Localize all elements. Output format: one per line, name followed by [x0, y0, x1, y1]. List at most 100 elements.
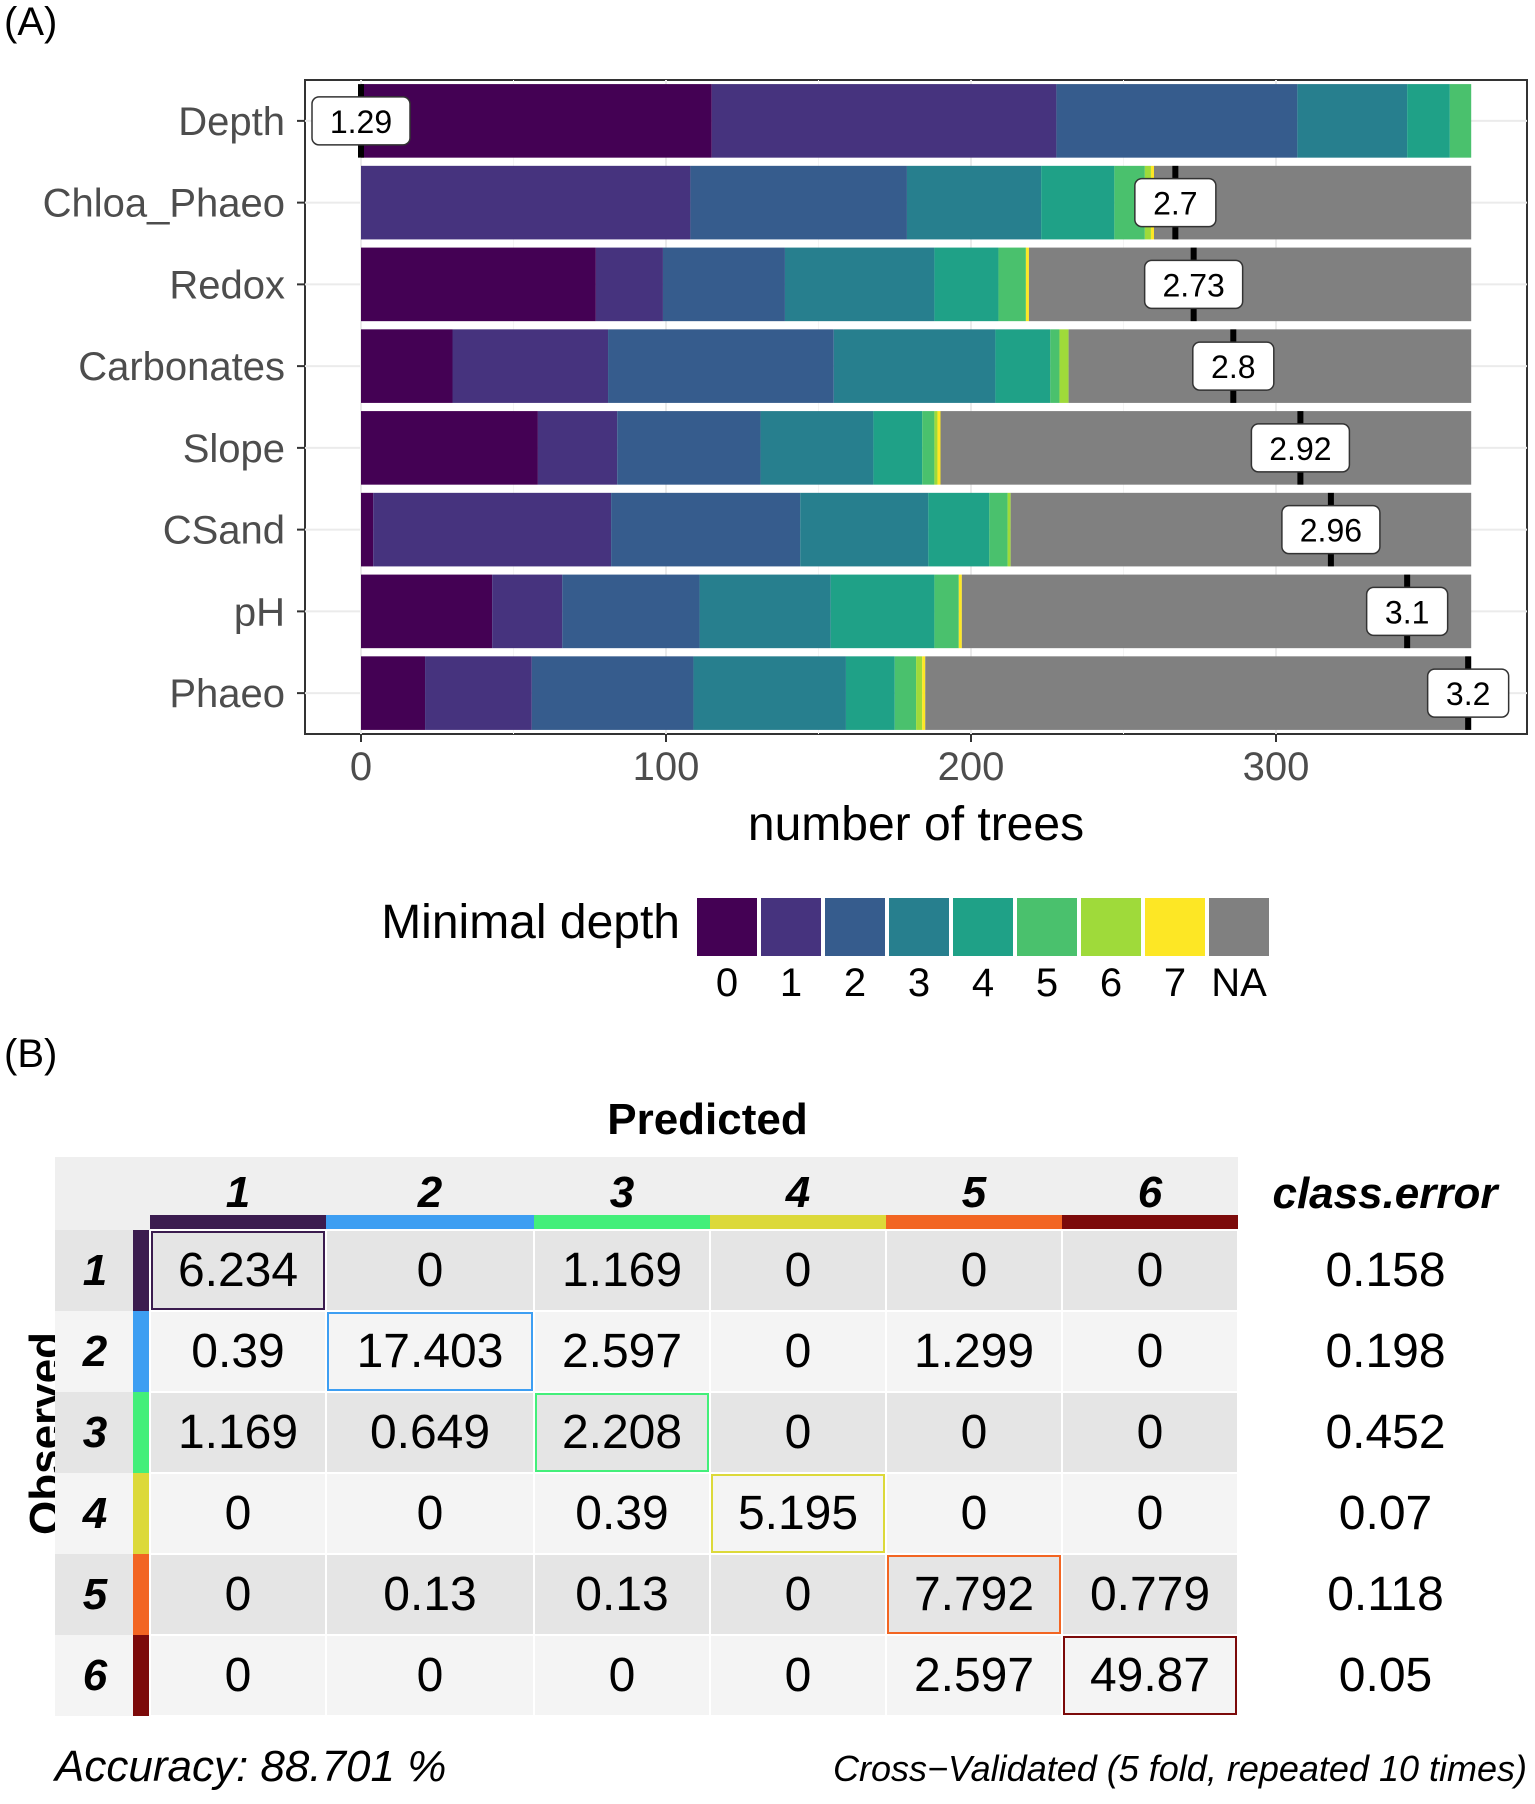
predicted-class-header: 2 — [326, 1157, 534, 1230]
bar-segment-depth-depth-2 — [1056, 84, 1298, 158]
mean-depth-label: 2.8 — [1211, 349, 1255, 385]
class-error-cell: 0.198 — [1238, 1311, 1532, 1392]
predicted-class-header: 6 — [1062, 1157, 1238, 1230]
bar-segment-redox-depth-5 — [998, 247, 1026, 322]
mean-depth-label-box — [1250, 423, 1351, 473]
legend-key-label: 4 — [972, 961, 994, 1005]
bar-segment-carbonates-depth-0 — [361, 329, 453, 403]
matrix-cell: 0 — [1061, 1472, 1239, 1555]
matrix-cell: 0 — [325, 1634, 535, 1717]
predicted-class-label: 1 — [225, 1168, 251, 1217]
predicted-class-color-bar — [150, 1215, 326, 1229]
y-tick-label: Slope — [183, 427, 285, 471]
matrix-cell: 0 — [149, 1472, 327, 1555]
mean-depth-label-box — [1143, 259, 1244, 310]
bar-segment-redox-depth-3 — [784, 247, 935, 322]
predicted-class-label: 6 — [1137, 1168, 1163, 1217]
bar-segment-phaeo-depth-3 — [693, 656, 846, 730]
matrix-cell: 0 — [885, 1229, 1063, 1312]
legend-key-label: 0 — [716, 961, 738, 1005]
legend-key-swatch — [825, 898, 885, 956]
matrix-cell: 0 — [1061, 1391, 1239, 1474]
matrix-cell: 2.597 — [885, 1634, 1063, 1717]
bar-segment-csand-depth-0 — [361, 492, 374, 567]
bar-segment-depth-depth-1 — [711, 84, 1057, 158]
bar-segment-phaeo-depth-4 — [845, 656, 895, 730]
bar-segment-phaeo-depth-1 — [425, 656, 532, 730]
predicted-class-label: 4 — [785, 1168, 811, 1217]
predicted-class-color-bar — [710, 1215, 886, 1229]
matrix-cell: 0 — [325, 1229, 535, 1312]
y-tick-label: Redox — [169, 263, 285, 307]
matrix-cell: 0.779 — [1061, 1553, 1239, 1636]
matrix-cell: 0 — [709, 1310, 887, 1393]
matrix-cell-diagonal: 6.234 — [149, 1229, 327, 1312]
legend-key-swatch — [1017, 898, 1077, 956]
legend-key-label: 7 — [1164, 961, 1186, 1005]
mean-depth-label: 1.29 — [330, 104, 392, 140]
x-axis-title: number of trees — [748, 798, 1084, 851]
observed-class-label: 2 — [82, 1326, 108, 1376]
x-tick-label: 300 — [1243, 745, 1310, 789]
bar-segment-ph-depth-2 — [562, 574, 700, 649]
matrix-cell: 0 — [709, 1553, 887, 1636]
bar-segment-slope-depth-7 — [937, 411, 941, 485]
bar-segment-ph-depth-1 — [492, 574, 563, 649]
observed-class-label: 3 — [82, 1407, 108, 1457]
bar-segment-phaeo-depth-5 — [894, 656, 917, 730]
bar-segment-depth-depth-5 — [1449, 84, 1472, 158]
matrix-row: 3 1.169 0.649 2.208 0 0 0 0.452 — [55, 1391, 1532, 1474]
bar-segment-ph-depth-7 — [958, 574, 962, 649]
bar-segment-slope-depth-2 — [617, 411, 761, 485]
matrix-cell-diagonal: 17.403 — [325, 1310, 535, 1393]
matrix-row: 5 0 0.13 0.13 0 7.792 0.779 0.118 — [55, 1553, 1532, 1636]
matrix-cell: 0.649 — [325, 1391, 535, 1474]
bar-segment-chloa-phaeo-depth-1 — [361, 165, 691, 240]
minimal-depth-chart: Depth Chloa_Phaeo Redox Carbonates Slope CSan… — [43, 79, 1528, 1005]
bar-segment-depth-depth-0 — [361, 84, 712, 158]
legend-title: Minimal depth — [381, 896, 680, 949]
class-error-cell: 0.05 — [1238, 1635, 1532, 1716]
bar-segment-csand-depth-4 — [928, 492, 990, 567]
mean-depth-label: 2.73 — [1163, 267, 1225, 303]
observed-class-label: 6 — [82, 1650, 108, 1700]
mean-depth-label: 3.2 — [1446, 676, 1490, 712]
bar-segment-slope-depth-3 — [760, 411, 874, 485]
bar-segment-redox-depth-7 — [1025, 247, 1029, 322]
bar-segment-csand-depth-3 — [800, 492, 929, 567]
mean-depth-label: 2.92 — [1269, 431, 1331, 467]
matrix-cell: 2.597 — [533, 1310, 711, 1393]
predicted-class-header: 3 — [534, 1157, 710, 1230]
bar-segment-csand-depth-5 — [989, 492, 1008, 567]
matrix-corner — [55, 1157, 150, 1230]
bar-segment-chloa-phaeo-depth-2 — [690, 165, 907, 240]
bar-segment-redox-depth-1 — [595, 247, 663, 322]
bar-segment-csand-depth-2 — [611, 492, 801, 567]
matrix-cell: 0 — [533, 1634, 711, 1717]
bar-segment-redox-depth-0 — [361, 247, 596, 322]
matrix-cell: 0.13 — [533, 1553, 711, 1636]
bar-segment-redox-depth-na — [1028, 247, 1472, 322]
class-error-cell: 0.07 — [1238, 1473, 1532, 1554]
predicted-class-color-bar — [326, 1215, 534, 1229]
matrix-cell: 0.39 — [533, 1472, 711, 1555]
legend-key-label: 5 — [1036, 961, 1058, 1005]
observed-class-header: 2 — [55, 1311, 150, 1392]
legend-key-swatch — [761, 898, 821, 956]
matrix-cell: 1.299 — [885, 1310, 1063, 1393]
observed-class-header: 3 — [55, 1392, 150, 1473]
legend-key-swatch — [1081, 898, 1141, 956]
observed-class-label: 4 — [82, 1488, 108, 1538]
matrix-cell: 0.13 — [325, 1553, 535, 1636]
matrix-cell: 1.169 — [149, 1391, 327, 1474]
matrix-cell: 0 — [709, 1634, 887, 1717]
observed-class-header: 4 — [55, 1473, 150, 1554]
matrix-cell-diagonal: 5.195 — [709, 1472, 887, 1555]
bar-segment-carbonates-depth-1 — [452, 329, 609, 403]
observed-class-header: 1 — [55, 1230, 150, 1311]
bar-segment-slope-depth-na — [940, 411, 1472, 485]
predicted-axis-title: Predicted — [607, 1095, 808, 1144]
matrix-cell: 0 — [709, 1229, 887, 1312]
mean-depth-label: 3.1 — [1385, 594, 1429, 630]
bar-segment-phaeo-depth-7 — [922, 656, 926, 730]
